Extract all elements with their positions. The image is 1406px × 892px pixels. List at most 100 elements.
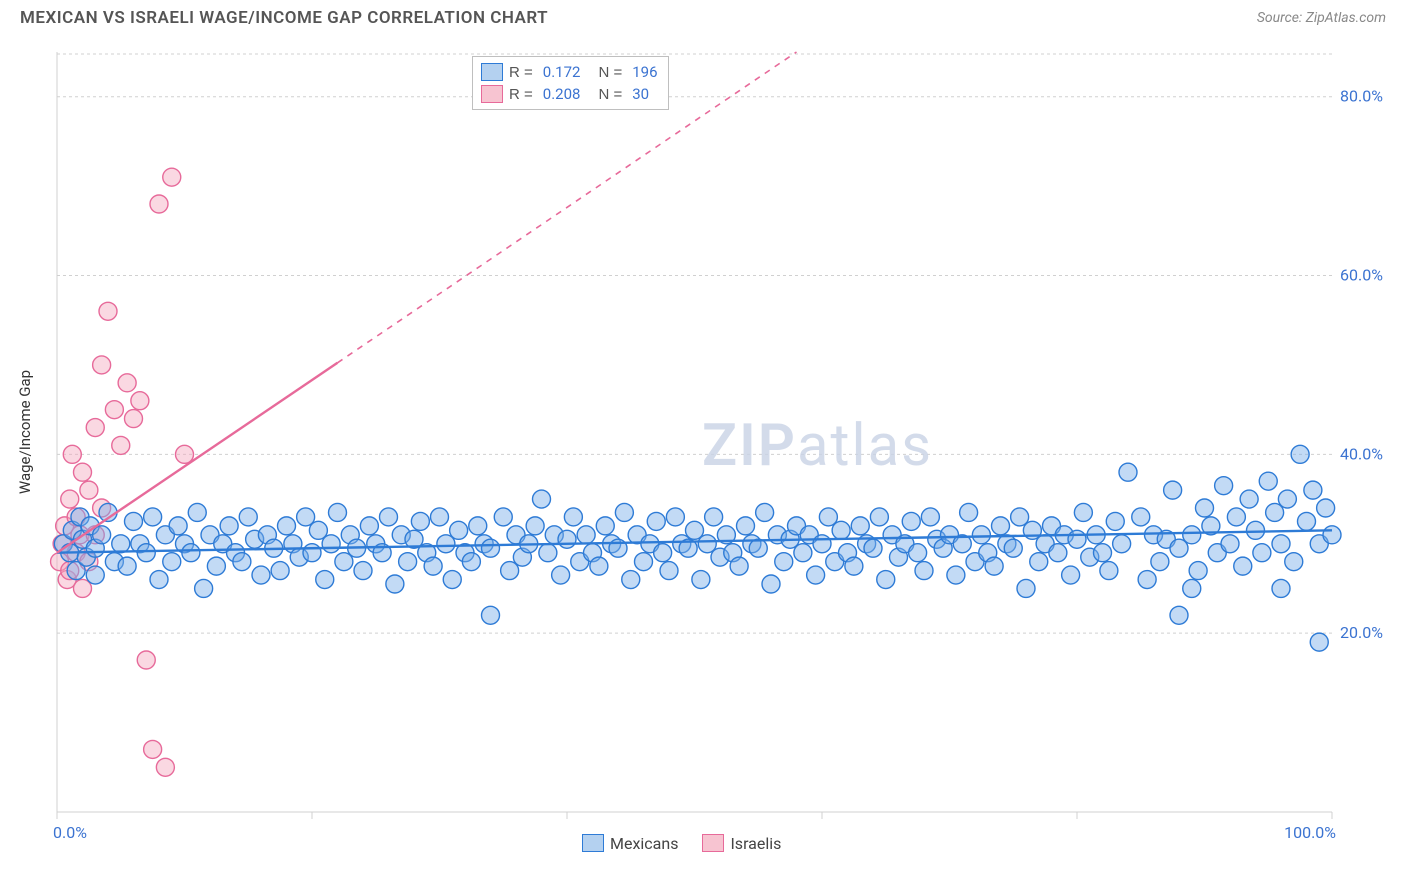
point-mexicans [692,571,710,589]
point-mexicans [1253,544,1271,562]
point-mexicans [749,539,767,557]
swatch-blue [481,63,503,81]
point-mexicans [1030,553,1048,571]
point-mexicans [737,517,755,535]
point-mexicans [354,562,372,580]
legend-item: Mexicans [582,832,678,854]
point-israelis [150,195,168,213]
point-israelis [86,419,104,437]
point-mexicans [1151,553,1169,571]
point-israelis [144,740,162,758]
point-mexicans [482,539,500,557]
point-mexicans [450,521,468,539]
point-mexicans [1247,521,1265,539]
point-mexicans [845,557,863,575]
point-mexicans [902,512,920,530]
point-mexicans [360,517,378,535]
y-axis-title: Wage/Income Gap [16,370,34,494]
point-mexicans [1298,512,1316,530]
point-mexicans [647,512,665,530]
point-mexicans [1170,606,1188,624]
point-mexicans [1304,481,1322,499]
r-label: R = [509,86,533,103]
point-mexicans [93,526,111,544]
point-mexicans [762,575,780,593]
point-mexicans [169,517,187,535]
point-israelis [93,356,111,374]
point-mexicans [1278,490,1296,508]
n-label: N = [598,86,622,103]
point-mexicans [1074,503,1092,521]
point-mexicans [386,575,404,593]
point-israelis [163,168,181,186]
point-mexicans [909,544,927,562]
point-mexicans [622,571,640,589]
scatter-chart: 20.0%40.0%60.0%80.0%0.0%100.0%Wage/Incom… [12,32,1394,872]
point-mexicans [1138,571,1156,589]
point-mexicans [1291,445,1309,463]
point-mexicans [705,508,723,526]
legend-item: Israelis [702,832,781,854]
point-mexicans [851,517,869,535]
point-israelis [99,302,117,320]
point-mexicans [877,571,895,589]
point-mexicans [380,508,398,526]
r-value: 0.208 [543,85,581,103]
n-value: 30 [632,85,649,103]
point-mexicans [1227,508,1245,526]
point-mexicans [577,526,595,544]
point-mexicans [1323,526,1341,544]
y-tick-label: 40.0% [1340,444,1383,463]
point-mexicans [807,566,825,584]
point-israelis [131,392,149,410]
point-mexicans [182,544,200,562]
point-mexicans [813,535,831,553]
point-mexicans [443,571,461,589]
point-mexicans [1164,481,1182,499]
stats-row: R =0.172N =196 [481,61,660,83]
point-mexicans [1259,472,1277,490]
point-mexicans [1004,539,1022,557]
point-mexicans [972,526,990,544]
point-mexicans [1234,557,1252,575]
swatch-pink [481,85,503,103]
point-mexicans [1017,579,1035,597]
point-mexicans [195,579,213,597]
point-mexicans [564,508,582,526]
point-israelis [63,445,81,463]
x-tick-label: 0.0% [53,823,87,842]
point-mexicans [271,562,289,580]
point-mexicans [1189,562,1207,580]
point-mexicans [635,553,653,571]
point-mexicans [1285,553,1303,571]
point-mexicans [615,503,633,521]
point-mexicans [1221,535,1239,553]
point-mexicans [1183,579,1201,597]
point-mexicans [526,517,544,535]
point-mexicans [239,508,257,526]
point-mexicans [1119,463,1137,481]
point-mexicans [252,566,270,584]
point-israelis [112,436,130,454]
point-mexicans [188,503,206,521]
legend-label: Israelis [730,834,781,853]
point-israelis [176,445,194,463]
point-mexicans [947,566,965,584]
point-mexicans [552,566,570,584]
point-mexicans [86,566,104,584]
point-mexicans [1113,535,1131,553]
point-mexicans [482,606,500,624]
series-legend: Mexicans Israelis [582,832,781,854]
y-tick-label: 60.0% [1340,266,1383,285]
point-mexicans [118,557,136,575]
point-mexicans [660,562,678,580]
point-israelis [125,410,143,428]
point-mexicans [992,517,1010,535]
point-mexicans [322,535,340,553]
point-mexicans [756,503,774,521]
point-mexicans [220,517,238,535]
point-mexicans [431,508,449,526]
point-israelis [61,490,79,508]
point-mexicans [1183,526,1201,544]
legend-label: Mexicans [610,834,678,853]
